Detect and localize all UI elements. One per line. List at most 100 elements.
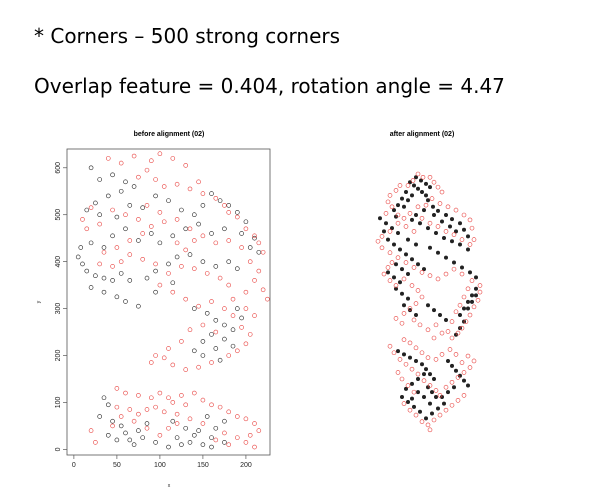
- before-red-point: [170, 362, 176, 368]
- before-black-point: [230, 343, 236, 349]
- after-black-point: [395, 349, 400, 354]
- before-red-point: [204, 271, 210, 276]
- after-red-point: [431, 179, 437, 185]
- after-black-point: [421, 267, 426, 272]
- after-black-point: [393, 286, 398, 291]
- before-black-point: [174, 435, 180, 440]
- after-black-point: [427, 185, 432, 190]
- after-red-point: [401, 311, 407, 316]
- before-black-point: [118, 423, 124, 429]
- after-red-point: [413, 412, 419, 418]
- after-red-point: [387, 343, 393, 349]
- after-black-point: [423, 193, 428, 198]
- after-black-point: [445, 390, 450, 395]
- before-black-point: [252, 235, 257, 241]
- before-black-point: [209, 332, 214, 337]
- before-black-point: [123, 430, 128, 436]
- before-black-point: [148, 231, 154, 236]
- after-red-point: [419, 419, 425, 424]
- before-red-point: [256, 240, 262, 246]
- after-red-point: [425, 327, 431, 333]
- after-black-point: [411, 183, 416, 188]
- after-black-point: [473, 293, 478, 298]
- after-black-point: [423, 416, 428, 421]
- before-plot-ylabel: y: [36, 300, 42, 303]
- after-black-point: [435, 208, 440, 213]
- after-black-point: [395, 231, 400, 236]
- before-red-point: [88, 428, 94, 433]
- after-red-point: [423, 202, 429, 208]
- after-red-point: [387, 229, 393, 234]
- after-red-point: [471, 237, 477, 242]
- after-red-point: [415, 204, 421, 210]
- before-red-point: [200, 191, 206, 196]
- after-red-point: [465, 286, 471, 292]
- after-red-point: [413, 345, 419, 351]
- after-black-point: [427, 372, 432, 377]
- before-red-point: [157, 210, 163, 215]
- after-red-point: [459, 325, 465, 331]
- before-red-point: [222, 306, 227, 311]
- before-red-point: [97, 221, 102, 227]
- after-black-point: [401, 204, 406, 209]
- before-black-point: [179, 207, 184, 213]
- after-red-point: [427, 174, 433, 180]
- before-black-point: [118, 188, 124, 194]
- after-black-point: [401, 352, 406, 357]
- before-black-point: [88, 240, 94, 246]
- before-red-point: [235, 414, 240, 419]
- before-black-point: [217, 198, 223, 203]
- after-red-point: [375, 238, 381, 244]
- after-red-point: [391, 350, 397, 356]
- before-black-point: [213, 264, 219, 269]
- after-red-point: [455, 330, 461, 336]
- after-red-point: [467, 312, 473, 318]
- before-black-point: [123, 299, 128, 304]
- before-red-point: [170, 156, 176, 161]
- before-black-point: [78, 245, 84, 250]
- after-red-point: [399, 376, 405, 382]
- before-black-point: [192, 348, 197, 354]
- after-red-point: [469, 278, 475, 283]
- after-red-point: [395, 220, 401, 226]
- after-red-point: [433, 357, 439, 362]
- before-black-point: [247, 245, 253, 250]
- before-red-point: [157, 282, 163, 288]
- after-red-point: [395, 212, 401, 218]
- before-red-point: [157, 390, 163, 396]
- before-black-point: [179, 442, 184, 447]
- after-black-point: [457, 242, 462, 247]
- after-red-point: [435, 276, 441, 282]
- before-red-point: [230, 296, 236, 302]
- after-black-point: [425, 198, 430, 203]
- after-red-point: [469, 225, 475, 231]
- after-black-point: [461, 378, 466, 383]
- before-black-point: [187, 440, 193, 445]
- before-black-point: [101, 289, 107, 295]
- after-black-point: [409, 193, 414, 198]
- before-black-point: [97, 212, 102, 218]
- after-red-point: [465, 353, 471, 359]
- before-black-point: [131, 442, 137, 447]
- after-red-point: [443, 407, 449, 413]
- before-red-point: [187, 416, 193, 422]
- after-red-point: [427, 273, 433, 278]
- after-red-point: [463, 319, 469, 324]
- after-red-point: [471, 304, 477, 310]
- after-black-point: [435, 406, 440, 411]
- before-red-point: [161, 219, 167, 225]
- y-tick-label: 400: [55, 256, 62, 268]
- after-red-point: [420, 174, 426, 180]
- before-plot-title: before alignment (02): [134, 131, 205, 138]
- after-black-point: [385, 270, 390, 275]
- before-red-point: [265, 296, 270, 302]
- before-red-point: [239, 245, 244, 250]
- after-plot-points: [375, 171, 483, 433]
- before-black-point: [131, 184, 137, 189]
- after-red-point: [449, 402, 455, 408]
- before-red-point: [226, 282, 232, 288]
- before-alignment-plot: before alignment (02) 0 50 100 150 200 0 100 20…: [36, 131, 271, 489]
- after-black-point: [405, 296, 410, 301]
- after-black-point: [467, 270, 472, 275]
- before-red-point: [144, 203, 150, 208]
